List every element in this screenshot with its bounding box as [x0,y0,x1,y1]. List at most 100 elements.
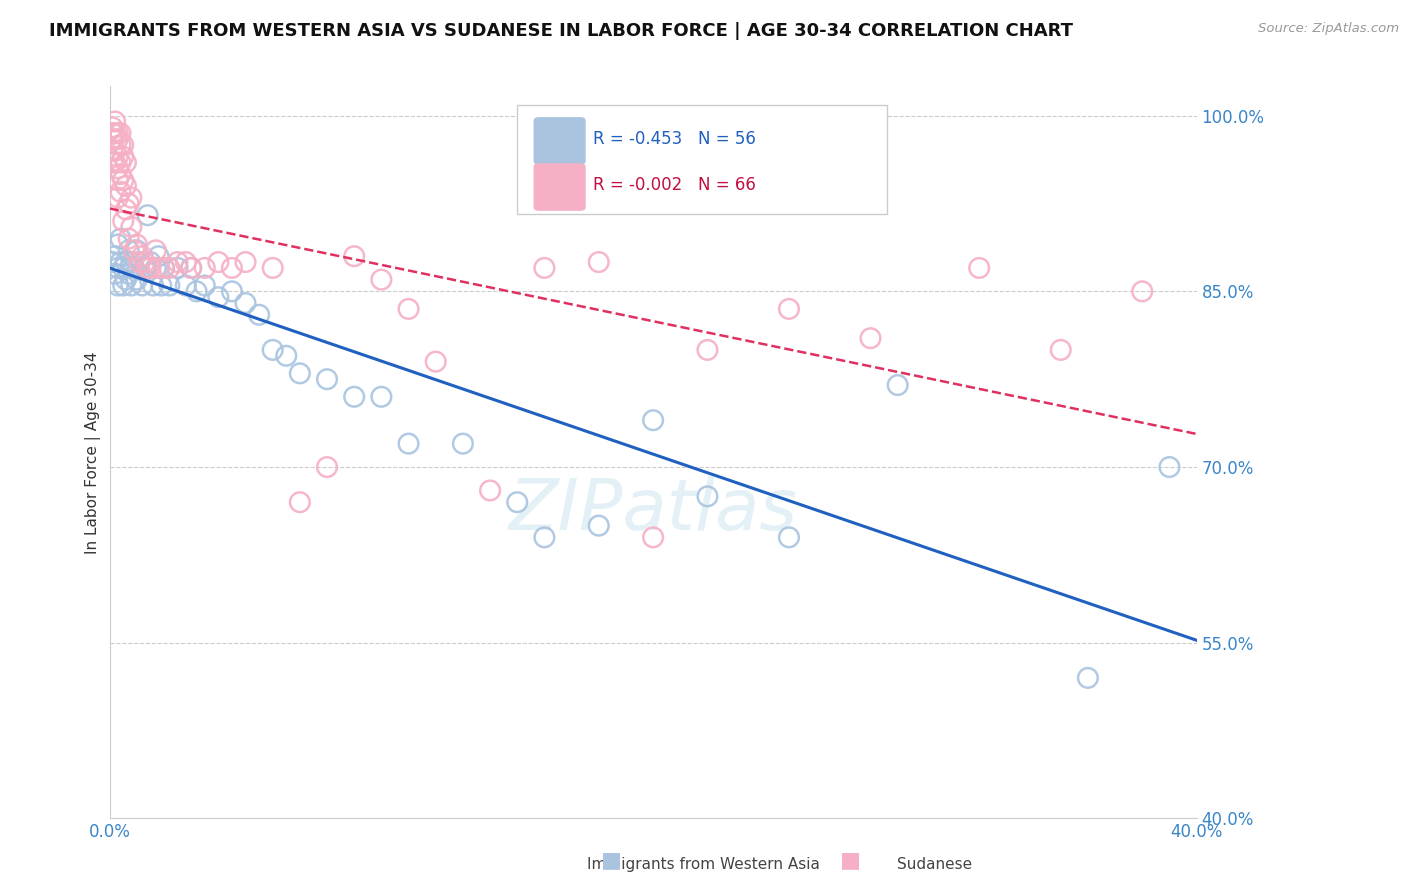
Point [134,255,156,269]
Point [150,278,173,293]
Point [221,260,243,275]
Point [276,349,298,363]
Point [588,255,610,269]
Point [148,249,170,263]
Point [207,255,229,269]
FancyBboxPatch shape [533,163,586,211]
Point [139,260,162,275]
Point [101,126,124,140]
Point [110,155,132,169]
Point [104,126,127,140]
Point [886,378,908,392]
Point [107,173,129,187]
Point [157,260,180,275]
Point [288,367,311,381]
Point [186,285,208,299]
Point [778,301,800,316]
Point [101,120,124,135]
Point [104,144,127,158]
Point [120,278,142,293]
Point [174,278,197,293]
Point [859,331,882,345]
Point [288,495,311,509]
Point [115,178,138,193]
Point [125,272,148,286]
Point [107,278,129,293]
Point [1159,460,1181,475]
Text: ■: ■ [841,850,860,870]
Point [118,232,141,246]
Point [194,260,217,275]
Point [101,155,124,169]
Point [967,260,990,275]
Point [110,137,132,152]
Point [110,167,132,181]
Point [398,436,420,450]
Point [533,260,555,275]
Point [128,255,150,269]
FancyBboxPatch shape [517,104,887,214]
Point [110,126,132,140]
Point [262,260,284,275]
Point [107,237,129,252]
Point [112,214,135,228]
Point [506,495,529,509]
Point [166,255,188,269]
Point [104,155,127,169]
Point [425,354,447,368]
Text: IMMIGRANTS FROM WESTERN ASIA VS SUDANESE IN LABOR FORCE | AGE 30-34 CORRELATION : IMMIGRANTS FROM WESTERN ASIA VS SUDANESE… [49,22,1073,40]
FancyBboxPatch shape [533,117,586,165]
Point [115,255,138,269]
Point [112,137,135,152]
Point [101,255,124,269]
Point [533,530,555,544]
Point [696,489,718,503]
Point [180,260,202,275]
Point [221,285,243,299]
Point [125,237,148,252]
Point [104,114,127,128]
Point [1049,343,1071,357]
Point [696,343,718,357]
Point [120,191,142,205]
Point [101,144,124,158]
Point [235,255,257,269]
Point [142,278,165,293]
Y-axis label: In Labor Force | Age 30-34: In Labor Force | Age 30-34 [86,351,101,554]
Point [451,436,474,450]
Point [398,301,420,316]
Point [107,132,129,146]
Point [479,483,502,498]
Point [343,390,366,404]
Point [1077,671,1099,685]
Point [166,260,188,275]
Point [145,260,167,275]
Point [262,343,284,357]
Point [112,278,135,293]
Point [247,308,270,322]
Text: R = -0.002   N = 66: R = -0.002 N = 66 [593,177,756,194]
Point [588,518,610,533]
Point [136,260,159,275]
Point [107,260,129,275]
Point [118,196,141,211]
Point [110,185,132,199]
Text: ■: ■ [602,850,621,870]
Point [145,244,167,258]
Point [643,530,665,544]
Point [139,255,162,269]
Text: ZIPatlas: ZIPatlas [509,476,797,546]
Text: Source: ZipAtlas.com: Source: ZipAtlas.com [1258,22,1399,36]
Point [110,232,132,246]
Point [112,173,135,187]
Point [343,249,366,263]
Point [115,202,138,217]
Point [101,132,124,146]
Point [194,278,217,293]
Point [370,390,392,404]
Point [112,260,135,275]
Text: R = -0.453   N = 56: R = -0.453 N = 56 [593,130,756,148]
Point [104,267,127,281]
Point [115,155,138,169]
Point [112,150,135,164]
